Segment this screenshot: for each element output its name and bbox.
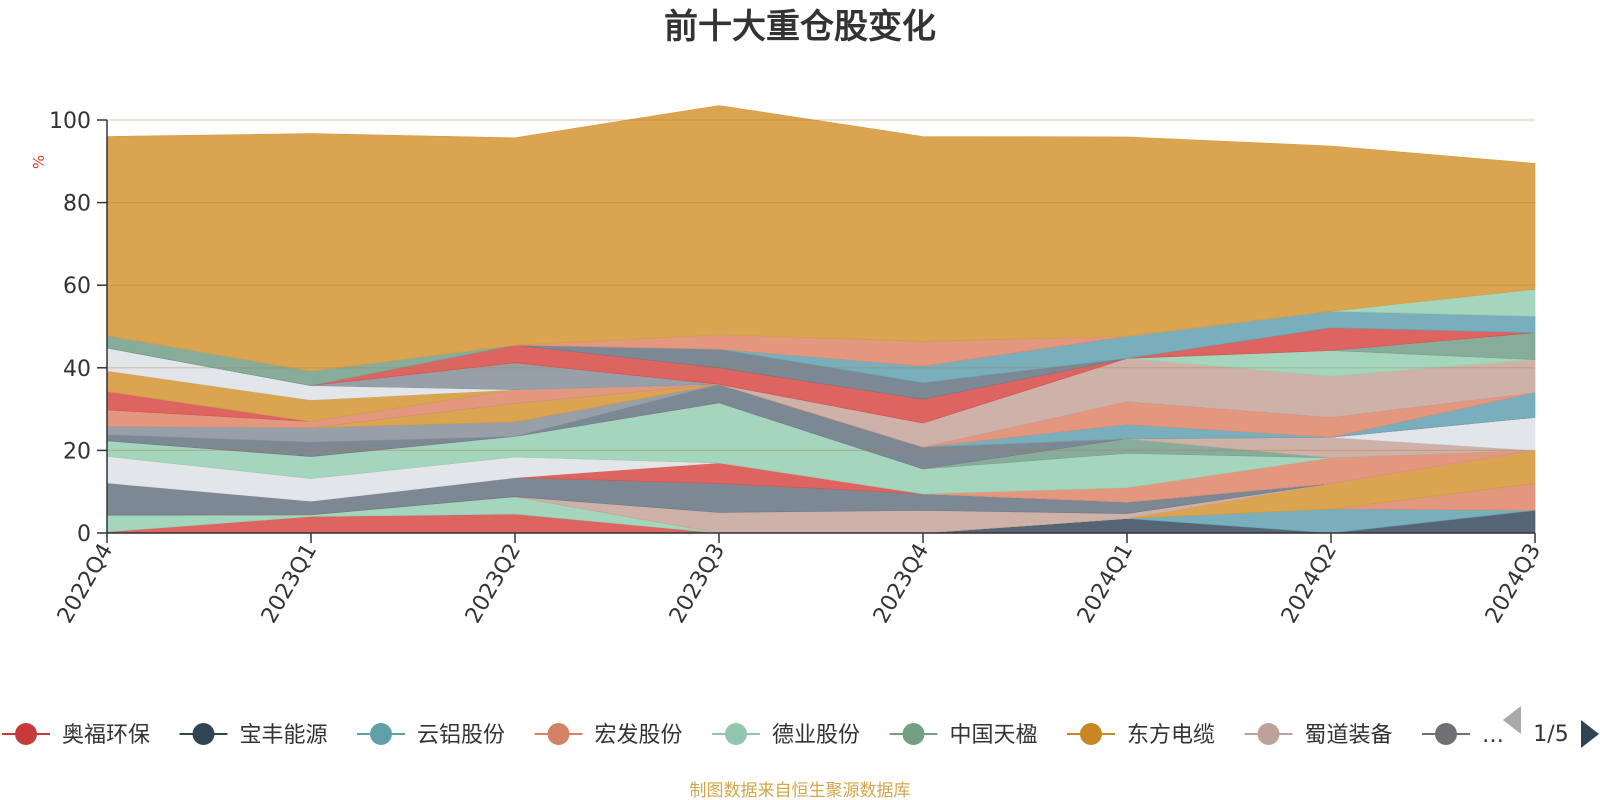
y-tick-label-4: 80 xyxy=(63,192,91,217)
chart-title: 前十大重仓股变化 xyxy=(664,7,936,47)
legend-page-indicator: 1/5 xyxy=(1533,722,1568,747)
axes xyxy=(106,120,1535,534)
legend-item-8[interactable]: … xyxy=(1422,723,1504,748)
legend-label: 奥福环保 xyxy=(62,723,150,748)
x-tick-label-2: 2023Q2 xyxy=(461,540,526,628)
y-tick-label-2: 40 xyxy=(63,357,91,382)
legend-label: 东方电缆 xyxy=(1127,723,1215,748)
legend-pager: 1/5 xyxy=(1503,706,1599,748)
data-source-note: 制图数据来自恒生聚源数据库 xyxy=(690,781,911,800)
legend-marker-icon xyxy=(1257,723,1280,745)
stacked-areas xyxy=(106,105,1536,534)
legend-marker-icon xyxy=(1435,723,1457,745)
x-tick-label-0: 2022Q4 xyxy=(53,540,118,628)
legend-next-icon[interactable] xyxy=(1581,720,1599,748)
x-tick-label-6: 2024Q2 xyxy=(1277,540,1342,628)
area-series-35 xyxy=(106,105,1536,372)
x-tick-label-5: 2024Q1 xyxy=(1073,540,1138,628)
legend-marker-icon xyxy=(902,723,925,745)
legend-label: … xyxy=(1482,723,1504,748)
legend-item-6[interactable]: 东方电缆 xyxy=(1067,723,1215,748)
legend-marker-icon xyxy=(547,723,570,745)
legend-marker-icon xyxy=(370,723,392,745)
y-axis-label: % xyxy=(30,155,48,169)
legend-label: 云铝股份 xyxy=(417,723,505,748)
legend-marker-icon xyxy=(15,723,37,745)
legend-item-1[interactable]: 宝丰能源 xyxy=(179,723,328,748)
legend-item-7[interactable]: 蜀道装备 xyxy=(1244,723,1393,748)
x-tick-labels: 2022Q4 2023Q1 2023Q2 2023Q3 2023Q4 2024Q1 2024… xyxy=(53,533,1546,628)
legend-label: 宝丰能源 xyxy=(240,723,328,748)
legend: 奥福环保 宝丰能源 云铝股份 宏发股份 德业股份 中国天楹 东方电缆 蜀道装备 … xyxy=(2,723,1504,748)
legend-marker-icon xyxy=(1080,723,1102,745)
y-tick-label-5: 100 xyxy=(49,109,91,134)
legend-prev-icon[interactable] xyxy=(1503,706,1521,734)
legend-item-3[interactable]: 宏发股份 xyxy=(534,723,683,748)
y-tick-label-0: 0 xyxy=(77,522,91,547)
legend-item-2[interactable]: 云铝股份 xyxy=(357,723,505,748)
x-tick-label-7: 2024Q3 xyxy=(1481,540,1546,628)
y-tick-label-1: 20 xyxy=(63,439,91,464)
legend-label: 中国天楹 xyxy=(950,723,1038,748)
legend-marker-icon xyxy=(192,723,215,745)
x-tick-label-3: 2023Q3 xyxy=(665,540,730,628)
legend-label: 宏发股份 xyxy=(595,723,683,748)
y-tick-label-3: 60 xyxy=(63,274,91,299)
x-tick-label-1: 2023Q1 xyxy=(257,540,322,628)
legend-label: 德业股份 xyxy=(772,723,860,748)
legend-marker-icon xyxy=(725,723,747,745)
x-tick-label-4: 2023Q4 xyxy=(869,540,934,628)
y-tick-labels: 0 20 40 60 80 100 xyxy=(49,109,107,547)
legend-item-5[interactable]: 中国天楹 xyxy=(889,723,1038,748)
legend-item-4[interactable]: 德业股份 xyxy=(712,723,860,748)
legend-label: 蜀道装备 xyxy=(1305,723,1393,748)
legend-item-0[interactable]: 奥福环保 xyxy=(2,723,150,748)
